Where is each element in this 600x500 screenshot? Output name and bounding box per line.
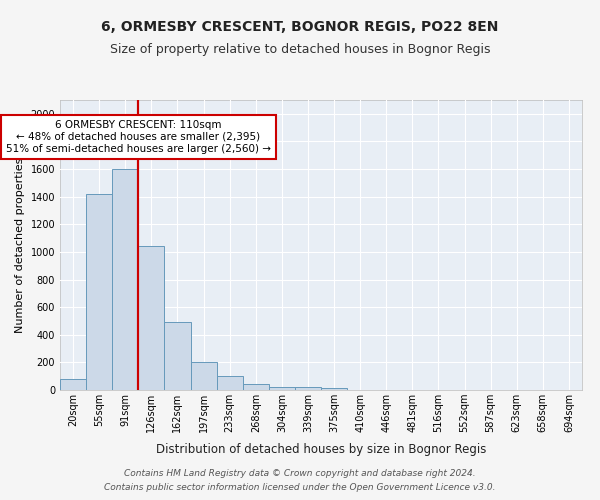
Bar <box>112 169 139 390</box>
Bar <box>242 384 269 390</box>
Bar <box>295 387 321 390</box>
Text: Contains public sector information licensed under the Open Government Licence v3: Contains public sector information licen… <box>104 484 496 492</box>
Bar <box>60 379 86 390</box>
Text: 6 ORMESBY CRESCENT: 110sqm
← 48% of detached houses are smaller (2,395)
51% of s: 6 ORMESBY CRESCENT: 110sqm ← 48% of deta… <box>6 120 271 154</box>
Bar <box>321 388 347 390</box>
Text: Contains HM Land Registry data © Crown copyright and database right 2024.: Contains HM Land Registry data © Crown c… <box>124 468 476 477</box>
Bar <box>86 194 112 390</box>
Bar <box>269 386 295 390</box>
Bar <box>164 322 191 390</box>
Bar <box>217 376 243 390</box>
Text: 6, ORMESBY CRESCENT, BOGNOR REGIS, PO22 8EN: 6, ORMESBY CRESCENT, BOGNOR REGIS, PO22 … <box>101 20 499 34</box>
Bar <box>191 362 217 390</box>
Text: Size of property relative to detached houses in Bognor Regis: Size of property relative to detached ho… <box>110 42 490 56</box>
Text: Distribution of detached houses by size in Bognor Regis: Distribution of detached houses by size … <box>156 442 486 456</box>
Bar <box>139 246 164 390</box>
Y-axis label: Number of detached properties: Number of detached properties <box>15 158 25 332</box>
